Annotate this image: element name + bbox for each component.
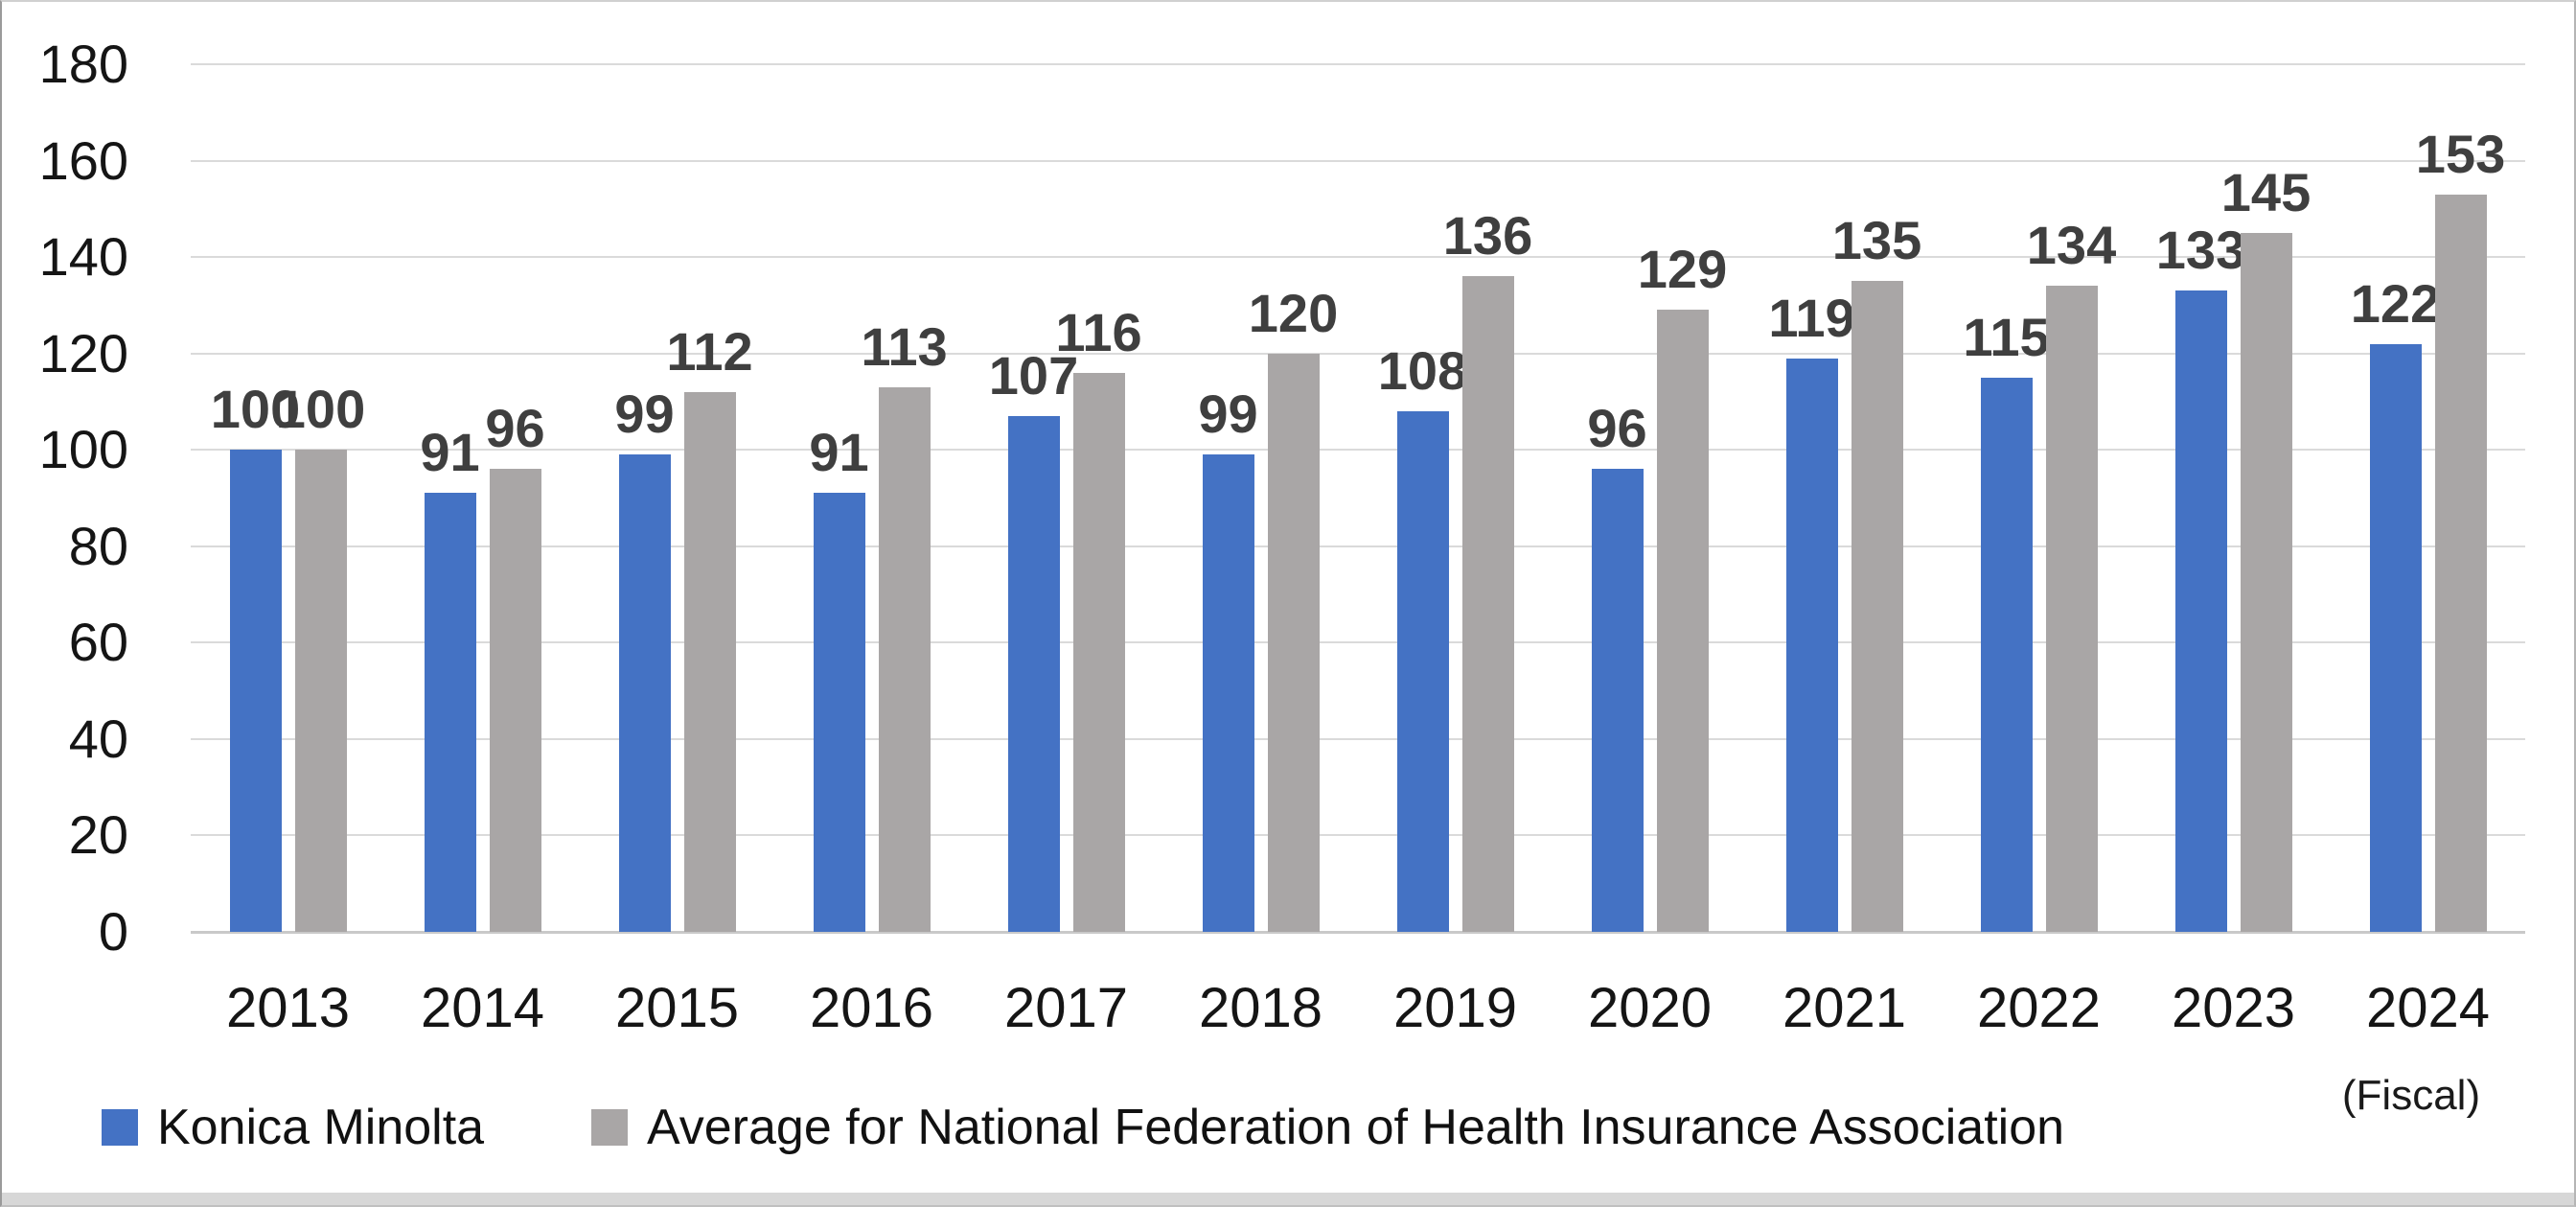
value-label-konica-minolta-2015: 99 bbox=[614, 383, 675, 444]
fiscal-axis-note: (Fiscal) bbox=[2341, 1072, 2481, 1119]
gridline-160 bbox=[191, 159, 2525, 162]
y-axis-tick-label-20: 20 bbox=[68, 804, 128, 866]
bar-federation-average-2024 bbox=[2434, 195, 2487, 932]
gridline-120 bbox=[191, 352, 2525, 355]
gridline-80 bbox=[191, 545, 2525, 547]
value-label-konica-minolta-2017: 107 bbox=[988, 345, 1079, 406]
bar-konica-minolta-2017 bbox=[1007, 416, 1060, 932]
value-label-konica-minolta-2024: 122 bbox=[2350, 273, 2441, 334]
y-axis-tick-label-120: 120 bbox=[38, 322, 128, 383]
x-axis-label-2019: 2019 bbox=[1392, 977, 1518, 1039]
bar-federation-average-2013 bbox=[294, 450, 347, 932]
value-label-konica-minolta-2020: 96 bbox=[1587, 398, 1647, 458]
bar-konica-minolta-2014 bbox=[424, 493, 476, 932]
bar-konica-minolta-2016 bbox=[813, 493, 865, 932]
bar-konica-minolta-2022 bbox=[1980, 378, 2033, 932]
x-axis-label-2014: 2014 bbox=[420, 977, 545, 1039]
bar-federation-average-2021 bbox=[1851, 281, 1903, 932]
y-axis-tick-label-180: 180 bbox=[38, 33, 128, 94]
legend-label-konica-minolta: Konica Minolta bbox=[157, 1100, 485, 1155]
x-axis-label-2018: 2018 bbox=[1198, 977, 1323, 1039]
y-axis-tick-label-80: 80 bbox=[68, 515, 128, 576]
value-label-federation-average-2017: 116 bbox=[1055, 302, 1142, 362]
y-axis-tick-label-40: 40 bbox=[68, 708, 128, 769]
legend-swatch-konica-minolta-icon bbox=[102, 1109, 138, 1146]
x-axis-label-2022: 2022 bbox=[1976, 977, 2102, 1039]
legend-item-konica-minolta: Konica Minolta bbox=[102, 1100, 485, 1155]
legend-item-federation-average: Average for National Federation of Healt… bbox=[591, 1100, 2065, 1155]
value-label-konica-minolta-2023: 133 bbox=[2155, 220, 2246, 280]
bar-federation-average-2022 bbox=[2045, 286, 2098, 932]
value-label-federation-average-2023: 145 bbox=[2220, 162, 2312, 222]
value-label-konica-minolta-2022: 115 bbox=[1963, 307, 2050, 367]
value-label-konica-minolta-2014: 91 bbox=[420, 422, 480, 482]
bar-konica-minolta-2024 bbox=[2369, 344, 2422, 932]
bar-federation-average-2017 bbox=[1072, 373, 1125, 932]
bar-konica-minolta-2019 bbox=[1396, 411, 1449, 932]
bar-konica-minolta-2013 bbox=[229, 450, 282, 932]
bar-konica-minolta-2018 bbox=[1202, 454, 1254, 932]
value-label-federation-average-2020: 129 bbox=[1637, 239, 1728, 299]
bar-federation-average-2016 bbox=[878, 387, 931, 932]
y-axis-tick-label-100: 100 bbox=[38, 419, 128, 480]
value-label-federation-average-2018: 120 bbox=[1248, 283, 1339, 343]
gridline-40 bbox=[191, 737, 2525, 740]
legend-label-federation-average: Average for National Federation of Healt… bbox=[647, 1100, 2065, 1155]
gridline-100 bbox=[191, 449, 2525, 452]
value-label-konica-minolta-2013: 100 bbox=[210, 379, 301, 439]
value-label-konica-minolta-2019: 108 bbox=[1377, 340, 1468, 401]
x-axis-label-2015: 2015 bbox=[614, 977, 740, 1039]
value-label-federation-average-2015: 112 bbox=[666, 321, 753, 382]
gridline-20 bbox=[191, 834, 2525, 837]
bar-federation-average-2019 bbox=[1461, 276, 1514, 932]
bar-konica-minolta-2023 bbox=[2174, 290, 2227, 932]
y-axis-tick-label-0: 0 bbox=[98, 901, 128, 962]
value-label-federation-average-2022: 134 bbox=[2026, 215, 2117, 275]
value-label-konica-minolta-2016: 91 bbox=[809, 422, 869, 482]
x-axis-label-2024: 2024 bbox=[2365, 977, 2491, 1039]
gridline-140 bbox=[191, 256, 2525, 259]
x-axis-label-2013: 2013 bbox=[225, 977, 351, 1039]
x-axis-label-2023: 2023 bbox=[2171, 977, 2296, 1039]
value-label-konica-minolta-2018: 99 bbox=[1198, 383, 1258, 444]
y-axis-tick-label-140: 140 bbox=[38, 226, 128, 288]
bar-federation-average-2014 bbox=[489, 469, 541, 932]
bar-federation-average-2015 bbox=[683, 392, 736, 932]
value-label-federation-average-2019: 136 bbox=[1442, 205, 1533, 266]
gridline-60 bbox=[191, 641, 2525, 644]
y-axis-tick-label-60: 60 bbox=[68, 612, 128, 673]
value-label-konica-minolta-2021: 119 bbox=[1768, 288, 1855, 348]
bar-konica-minolta-2021 bbox=[1785, 359, 1838, 932]
bar-federation-average-2020 bbox=[1656, 310, 1709, 932]
x-axis-label-2017: 2017 bbox=[1003, 977, 1129, 1039]
x-axis-label-2016: 2016 bbox=[809, 977, 934, 1039]
bar-federation-average-2018 bbox=[1267, 354, 1320, 932]
bottom-edge-strip bbox=[2, 1193, 2574, 1205]
value-label-federation-average-2024: 153 bbox=[2415, 124, 2506, 184]
y-axis-tick-label-160: 160 bbox=[38, 129, 128, 191]
x-axis-label-2021: 2021 bbox=[1782, 977, 1907, 1039]
legend-swatch-federation-average-icon bbox=[591, 1109, 628, 1146]
gridline-0 bbox=[191, 931, 2525, 934]
bar-konica-minolta-2020 bbox=[1591, 469, 1644, 932]
value-label-federation-average-2013: 100 bbox=[275, 379, 366, 439]
value-label-federation-average-2014: 96 bbox=[485, 398, 545, 458]
x-axis-label-2020: 2020 bbox=[1587, 977, 1713, 1039]
bar-konica-minolta-2015 bbox=[618, 454, 671, 932]
gridline-180 bbox=[191, 62, 2525, 65]
bar-federation-average-2023 bbox=[2240, 233, 2292, 932]
value-label-federation-average-2016: 113 bbox=[861, 316, 948, 377]
value-label-federation-average-2021: 135 bbox=[1831, 210, 1922, 270]
